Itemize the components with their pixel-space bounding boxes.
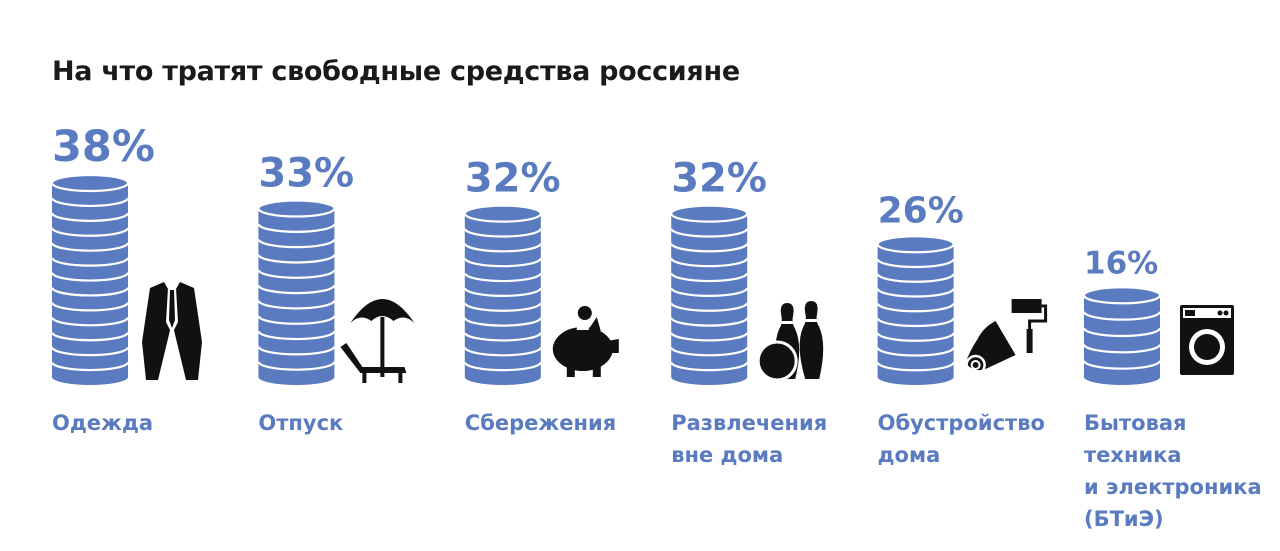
- coin-stack-4: [876, 235, 955, 385]
- category-label-2-line-0: Сбережения: [465, 411, 616, 435]
- beach-umbrella-icon: [340, 299, 415, 383]
- coin-stack-0: [50, 173, 130, 385]
- paint-roller-icon: [965, 299, 1048, 376]
- coin-stack-1: [257, 199, 336, 385]
- category-label-5-line-2: и электроника: [1084, 475, 1262, 499]
- category-label-5-line-1: техника: [1084, 443, 1182, 467]
- category-label-4-line-0: Обустройство: [878, 411, 1045, 435]
- category-label-3-line-0: Развлечения: [671, 411, 827, 435]
- category-label-0-line-0: Одежда: [52, 411, 153, 435]
- piggy-bank-icon: [552, 306, 619, 377]
- value-label-3: 32%: [671, 156, 767, 202]
- category-label-1-line-0: Отпуск: [258, 411, 343, 435]
- coin-stack-5: [1082, 286, 1162, 385]
- coin-stack-3: [670, 204, 749, 385]
- coin-stack-2: [463, 204, 542, 385]
- value-label-4: 26%: [878, 190, 964, 231]
- category-label-4-line-1: дома: [878, 443, 941, 467]
- value-label-0: 38%: [52, 122, 155, 172]
- category-label-5-line-3: (БТиЭ): [1084, 507, 1164, 531]
- category-label-5-line-0: Бытовая: [1084, 411, 1187, 435]
- value-label-1: 33%: [258, 151, 354, 197]
- category-label-3-line-1: вне дома: [671, 443, 783, 467]
- bowling-icon: [756, 301, 824, 382]
- chart-title: На что тратят свободные средства россиян…: [52, 56, 740, 87]
- suit-icon: [142, 282, 202, 380]
- washing-machine-icon: [1180, 305, 1234, 375]
- value-label-5: 16%: [1084, 245, 1158, 281]
- value-label-2: 32%: [465, 156, 561, 202]
